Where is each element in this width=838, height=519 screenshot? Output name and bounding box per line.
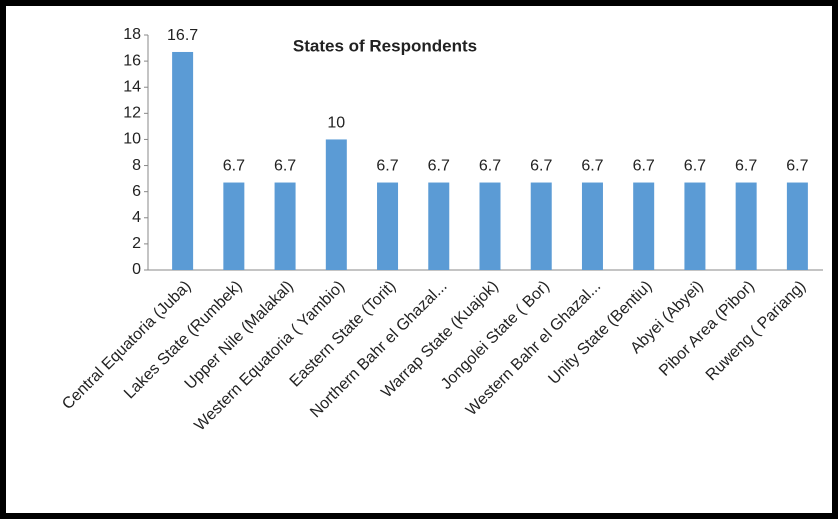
data-label: 6.7	[274, 158, 296, 175]
bar	[325, 139, 347, 270]
data-label: 6.7	[428, 158, 450, 175]
bar	[684, 182, 706, 270]
data-label: 6.7	[581, 158, 603, 175]
data-label: 6.7	[684, 158, 706, 175]
bar	[274, 182, 296, 270]
y-tick-label: 18	[123, 26, 141, 43]
y-tick-label: 10	[123, 131, 141, 148]
y-tick-label: 4	[132, 209, 141, 226]
chart-title: States of Respondents	[293, 36, 477, 55]
bar	[786, 182, 808, 270]
y-tick-label: 14	[123, 78, 141, 95]
y-tick-label: 2	[132, 235, 141, 252]
data-label: 10	[327, 115, 345, 132]
data-label: 6.7	[479, 158, 501, 175]
bar	[479, 182, 501, 270]
bar	[581, 182, 603, 270]
data-label: 6.7	[735, 158, 757, 175]
y-tick-label: 0	[132, 261, 141, 278]
y-tick-label: 12	[123, 105, 141, 122]
bar	[633, 182, 655, 270]
data-label: 6.7	[376, 158, 398, 175]
data-label: 6.7	[633, 158, 655, 175]
bar	[223, 182, 245, 270]
y-tick-label: 8	[132, 157, 141, 174]
data-label: 6.7	[223, 158, 245, 175]
bar	[530, 182, 552, 270]
data-label: 6.7	[530, 158, 552, 175]
bar	[735, 182, 757, 270]
data-label: 6.7	[786, 158, 808, 175]
data-label: 16.7	[167, 27, 198, 44]
y-tick-label: 6	[132, 183, 141, 200]
bar	[377, 182, 399, 270]
bar	[172, 51, 194, 270]
bar	[428, 182, 450, 270]
y-tick-label: 16	[123, 52, 141, 69]
